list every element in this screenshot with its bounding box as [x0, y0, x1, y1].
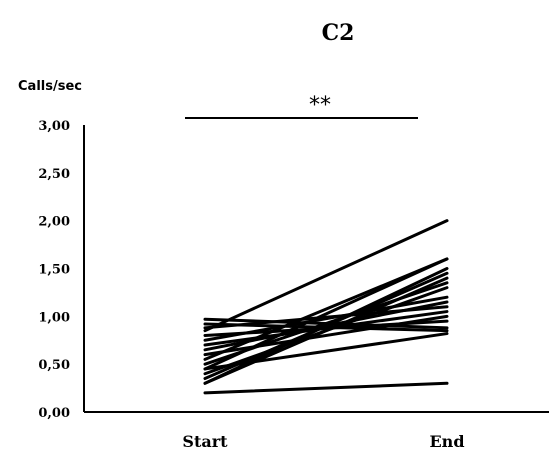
- series-line-18: [203, 381, 449, 395]
- y-tick-labels: 0,00 0,50 1,00 1,50 2,00 2,50 3,00: [38, 119, 70, 421]
- y-axis-label: Calls/sec: [18, 79, 82, 94]
- x-tick-label-end: End: [429, 432, 464, 451]
- y-tick-label: 2,50: [38, 167, 70, 182]
- series-line-8: [203, 286, 449, 376]
- y-tick-label: 3,00: [38, 119, 70, 134]
- x-tick-labels: Start End: [182, 432, 464, 451]
- y-tick-label: 0,50: [38, 358, 70, 373]
- y-tick-label: 1,50: [38, 263, 70, 278]
- significance-marker: **: [309, 93, 331, 118]
- y-tick-label: 2,00: [38, 215, 70, 230]
- y-tick-label: 0,00: [38, 406, 70, 421]
- chart-title: C2: [322, 20, 355, 46]
- series-line-17: [203, 332, 449, 371]
- series-line-1: [203, 219, 449, 333]
- series-line-16: [203, 322, 449, 333]
- x-tick-label-start: Start: [182, 432, 228, 451]
- series-line-15: [203, 317, 449, 330]
- series-lines: [203, 219, 449, 395]
- y-tick-label: 1,00: [38, 310, 70, 325]
